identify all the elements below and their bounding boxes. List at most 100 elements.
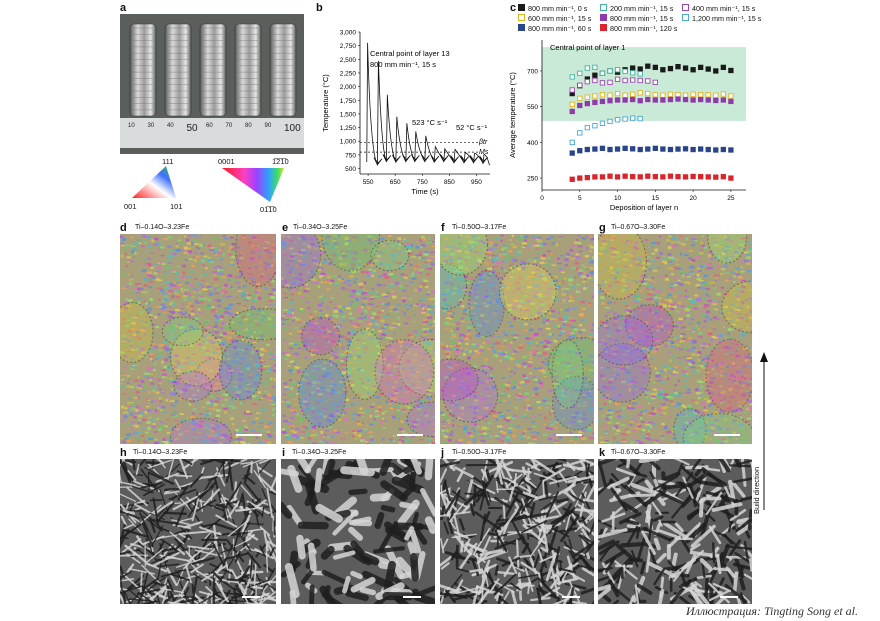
ebsd-pixel — [492, 301, 496, 305]
ebsd-pixel — [236, 339, 240, 341]
ebsd-pixel — [590, 238, 594, 241]
ebsd-pixel — [546, 328, 551, 330]
ebsd-pixel — [260, 272, 265, 275]
ebsd-pixel — [129, 260, 135, 263]
ebsd-pixel — [361, 371, 366, 374]
ebsd-pixel — [409, 427, 413, 430]
ebsd-pixel — [389, 293, 395, 296]
ebsd-pixel — [457, 424, 461, 427]
ebsd-pixel — [342, 411, 347, 414]
ebsd-pixel — [226, 437, 232, 441]
ebsd-pixel — [473, 391, 478, 394]
ebsd-pixel — [608, 331, 611, 334]
ebsd-pixel — [565, 259, 569, 262]
ebsd-pixel — [124, 302, 129, 305]
ebsd-pixel — [238, 378, 243, 381]
ebsd-pixel — [561, 319, 566, 321]
ebsd-pixel — [512, 434, 516, 438]
ebsd-pixel — [265, 365, 270, 367]
ebsd-pixel — [161, 262, 166, 265]
ebsd-pixel — [191, 419, 195, 422]
ebsd-pixel — [502, 285, 507, 288]
ebsd-pixel — [262, 393, 266, 396]
ebsd-pixel — [657, 404, 661, 406]
ebsd-pixel — [170, 340, 173, 343]
ebsd-pixel — [281, 245, 286, 249]
ebsd-pixel — [180, 288, 184, 291]
ebsd-pixel — [545, 426, 550, 430]
ebsd-pixel — [551, 319, 554, 322]
ebsd-pixel — [469, 391, 473, 395]
ebsd-pixel — [352, 325, 358, 327]
ebsd-pixel — [301, 431, 306, 433]
ebsd-pixel — [346, 239, 352, 242]
ebsd-pixel — [578, 431, 582, 434]
ebsd-pixel — [571, 334, 577, 338]
ebsd-pixel — [428, 297, 434, 301]
ebsd-pixel — [342, 412, 345, 416]
ebsd-pixel — [214, 355, 217, 359]
ebsd-pixel — [473, 241, 478, 244]
ebsd-pixel — [561, 389, 564, 393]
ebsd-pixel — [287, 312, 292, 314]
ebsd-pixel — [590, 339, 594, 341]
ebsd-pixel — [385, 372, 391, 375]
ebsd-pixel — [481, 365, 486, 368]
ebsd-pixel — [295, 341, 301, 345]
ebsd-pixel — [367, 260, 372, 264]
ebsd-pixel — [440, 366, 446, 368]
ebsd-pixel — [416, 370, 419, 373]
ebsd-pixel — [192, 234, 197, 237]
ebsd-pixel — [214, 383, 218, 386]
ebsd-pixel — [674, 266, 680, 270]
ebsd-pixel — [500, 392, 505, 396]
ebsd-pixel — [227, 415, 231, 417]
ebsd-pixel — [368, 336, 373, 340]
ebsd-pixel — [371, 236, 376, 238]
ebsd-pixel — [293, 271, 298, 275]
ebsd-pixel — [152, 368, 156, 372]
ebsd-pixel — [363, 297, 367, 300]
ebsd-pixel — [490, 281, 494, 284]
data-point — [592, 72, 598, 78]
ebsd-pixel — [289, 247, 294, 250]
ebsd-pixel — [464, 260, 468, 263]
ebsd-pixel — [120, 382, 123, 384]
ebsd-pixel — [481, 275, 486, 278]
ebsd-pixel — [351, 382, 355, 385]
ebsd-pixel — [481, 278, 484, 280]
ebsd-pixel — [461, 343, 464, 345]
ebsd-pixel — [461, 381, 466, 384]
ebsd-pixel — [253, 382, 258, 385]
ebsd-pixel — [528, 244, 533, 247]
ebsd-pixel — [336, 431, 340, 434]
ebsd-pixel — [528, 328, 534, 332]
ebsd-pixel — [291, 312, 294, 315]
ebsd-pixel — [198, 301, 204, 304]
ebsd-pixel — [452, 424, 455, 427]
ebsd-pixel — [350, 403, 355, 406]
ebsd-pixel — [140, 341, 145, 344]
ebsd-pixel — [321, 301, 324, 304]
ebsd-pixel — [303, 344, 307, 348]
ebsd-pixel — [341, 252, 346, 255]
ebsd-pixel — [570, 257, 575, 260]
ebsd-pixel — [288, 318, 292, 321]
ebsd-pixel — [304, 254, 307, 256]
legend-marker — [518, 24, 525, 31]
ebsd-pixel — [389, 337, 393, 340]
ebsd-pixel — [315, 367, 320, 370]
legend-label: 800 mm min⁻¹, 15 s — [610, 14, 674, 23]
ebsd-pixel — [495, 276, 498, 278]
chart-c-ylabel: Average temperature (°C) — [508, 72, 517, 158]
ebsd-pixel — [512, 306, 517, 310]
ebsd-pixel — [262, 252, 266, 255]
ebsd-pixel — [264, 245, 268, 247]
ebsd-pixel — [282, 399, 288, 401]
ebsd-pixel — [370, 296, 375, 298]
ebsd-pixel — [341, 307, 346, 310]
data-point — [630, 174, 636, 180]
ebsd-pixel — [161, 309, 166, 313]
ebsd-pixel — [315, 433, 318, 437]
ebsd-pixel — [551, 352, 557, 355]
